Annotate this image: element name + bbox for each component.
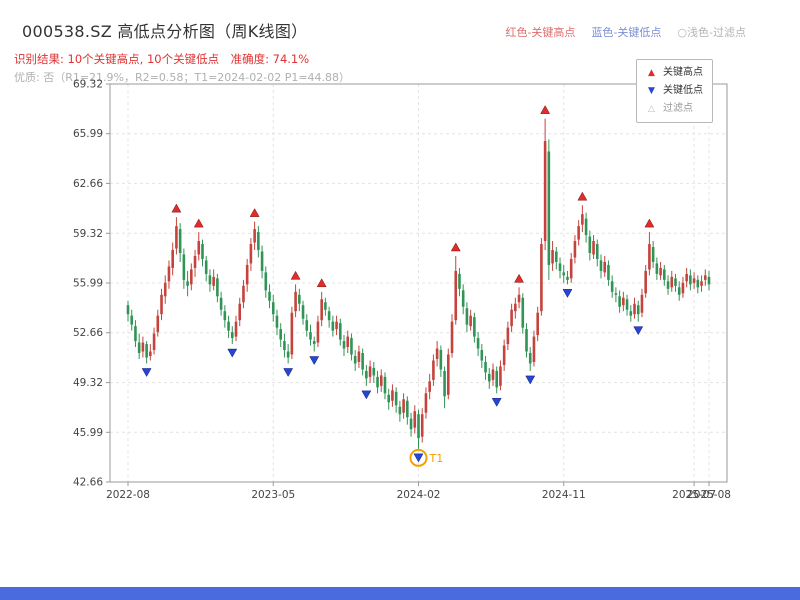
header-legend-key-high: 红色-关键高点: [505, 26, 576, 39]
header-legend-filter: ○浅色-过滤点: [677, 26, 746, 39]
svg-text:69.32: 69.32: [73, 79, 103, 91]
svg-text:2025-08: 2025-08: [687, 489, 731, 501]
filter-triangle-icon: △: [648, 103, 655, 114]
svg-text:55.99: 55.99: [73, 278, 103, 290]
bottom-bar: [0, 587, 800, 600]
svg-text:T1: T1: [429, 452, 444, 465]
legend-item-key-high: ▲ 关键高点: [646, 66, 703, 80]
quality-result-line: 优质: 否（R1=21.9%，R2=0.58；T1=2024-02-02 P1=…: [14, 71, 351, 84]
svg-text:2022-08: 2022-08: [106, 489, 150, 501]
header-legend: 红色-关键高点 蓝色-关键低点 ○浅色-过滤点: [505, 24, 746, 40]
svg-text:45.99: 45.99: [73, 427, 103, 439]
chart-legend: ▲ 关键高点 ▼ 关键低点 △ 过滤点: [636, 59, 713, 123]
header-legend-key-low: 蓝色-关键低点: [591, 26, 662, 39]
svg-text:2023-05: 2023-05: [251, 489, 295, 501]
svg-text:62.66: 62.66: [73, 178, 103, 190]
key-high-triangle-icon: ▲: [648, 67, 655, 78]
svg-text:2024-02: 2024-02: [397, 489, 441, 501]
recognition-result-line: 识别结果: 10个关键高点, 10个关键低点 准确度: 74.1%: [14, 52, 310, 66]
key-low-triangle-icon: ▼: [648, 85, 655, 96]
svg-text:52.66: 52.66: [73, 327, 103, 339]
page-title: 000538.SZ 高低点分析图（周K线图）: [22, 22, 308, 41]
legend-item-key-low: ▼ 关键低点: [646, 84, 703, 98]
svg-text:49.32: 49.32: [73, 377, 103, 389]
legend-label-key-low: 关键低点: [663, 85, 703, 96]
svg-text:2025-07: 2025-07: [672, 489, 716, 501]
legend-item-filter: △ 过滤点: [646, 102, 703, 116]
svg-text:65.99: 65.99: [73, 128, 103, 140]
legend-label-filter: 过滤点: [663, 103, 693, 114]
svg-text:42.66: 42.66: [73, 477, 103, 489]
legend-label-key-high: 关键高点: [663, 67, 703, 78]
svg-text:2024-11: 2024-11: [542, 489, 586, 501]
kline-chart: T1 42.66 45.99 49.32 52.66 55.99 59.32 62.66 65.…: [73, 79, 731, 502]
svg-text:59.32: 59.32: [73, 228, 103, 240]
